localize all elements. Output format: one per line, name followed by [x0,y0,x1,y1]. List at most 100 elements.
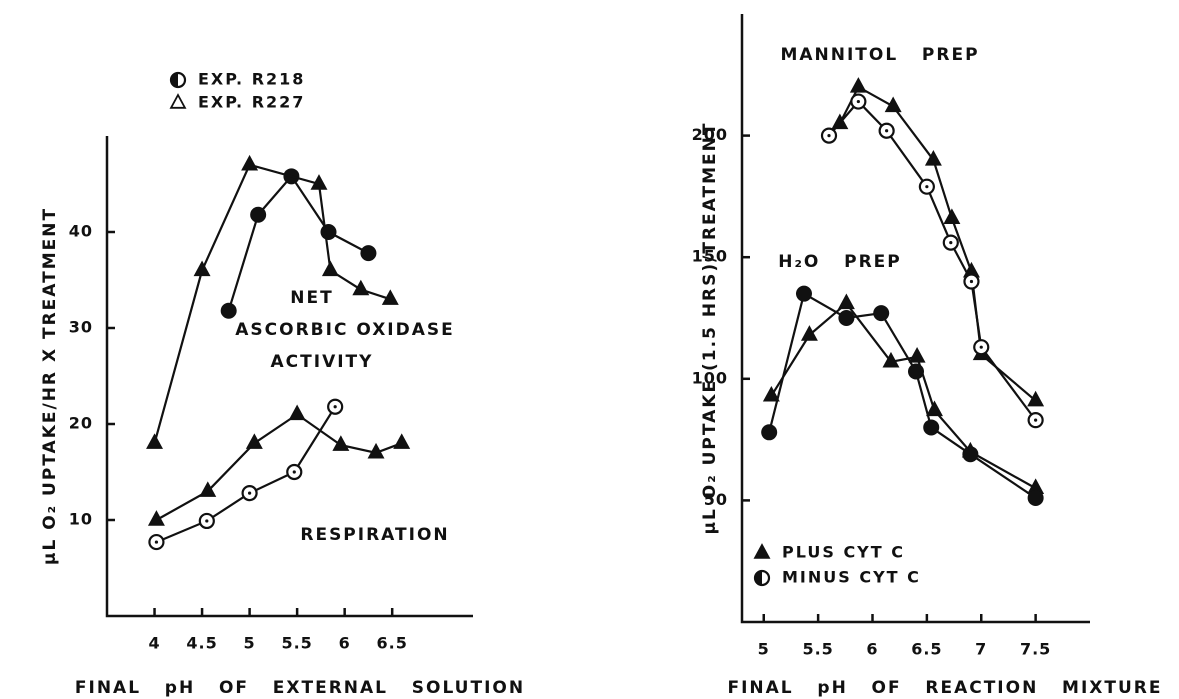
marker [1027,390,1045,407]
marker [310,174,328,190]
marker [352,279,370,296]
marker [146,433,164,449]
marker [837,293,855,310]
marker-shape [360,245,377,262]
marker-shape [969,279,974,284]
marker [908,363,924,380]
annotation: H₂O PREP [778,252,902,272]
marker-shape [873,305,890,322]
marker [923,419,940,436]
marker-shape [885,129,889,133]
series-line [155,413,403,521]
marker [795,285,812,302]
y-tick-label: 30 [69,318,93,337]
marker-shape [761,424,778,441]
y-axis-label: μL O₂ UPTAKE (1.5 HRS)/TREATMENT [700,122,720,535]
annotation: ACTIVITY [271,352,374,372]
y-tick-label: 50 [704,490,728,509]
marker [849,77,867,93]
marker [884,96,902,113]
marker [962,446,979,463]
marker [250,206,267,223]
y-tick-label: 10 [69,510,93,529]
marker [873,305,890,322]
marker-shape [923,419,940,436]
marker-shape [856,99,860,104]
marker [926,400,943,417]
marker [147,510,165,526]
marker [1027,412,1044,429]
marker-shape [949,241,953,245]
marker-shape [827,134,831,138]
marker [198,512,215,530]
marker-shape [220,302,237,319]
marker [963,273,980,290]
x-tick-label: 5 [758,640,770,659]
y-tick-label: 150 [692,247,728,266]
marker [850,93,867,110]
x-axis-label: FINAL pH OF EXTERNAL SOLUTION [75,678,525,698]
marker [286,463,303,481]
series-line [153,163,391,444]
series-line [838,85,1037,402]
marker [878,122,895,139]
y-axis-label: μL O₂ UPTAKE/HR X TREATMENT [40,207,60,565]
legend-marker [169,93,187,109]
x-tick-label: 6.5 [377,634,408,653]
marker [761,424,778,441]
marker [288,404,306,421]
marker-shape [205,519,209,523]
marker-shape [247,491,252,495]
annotation: RESPIRATION [300,525,449,545]
y-tick-label: 40 [69,222,93,241]
x-tick-label: 4.5 [186,634,217,653]
marker-shape [979,345,983,349]
marker-shape [755,571,762,585]
y-tick-label: 20 [69,414,93,433]
y-tick-label: 100 [692,368,728,387]
marker-shape [250,206,267,223]
marker [381,289,399,305]
x-tick-label: 5 [244,634,256,653]
marker-shape [1027,489,1044,506]
x-tick-label: 5.5 [802,640,833,659]
marker [1027,489,1044,506]
y-tick-label: 200 [692,125,728,144]
x-axis-label: FINAL pH OF REACTION MIXTURE [727,678,1162,698]
marker [241,154,259,171]
series-line [156,406,337,544]
marker-shape [962,446,979,463]
annotation: ASCORBIC OXIDASE [235,320,455,340]
marker-shape [925,185,929,189]
marker [393,433,411,449]
legend-label: PLUS CYT C [782,543,905,562]
annotation: MANNITOL PREP [780,45,979,65]
annotation: NET [290,288,333,308]
legend-label: MINUS CYT C [782,568,921,587]
marker [800,325,818,341]
legend-marker [753,543,771,559]
marker [327,398,344,415]
marker-shape [795,285,812,302]
marker [942,234,959,251]
marker [924,150,942,166]
marker [838,310,855,326]
marker-shape [1034,418,1038,422]
marker [321,260,339,277]
legend-label: EXP. R227 [198,93,305,112]
marker [943,208,961,224]
marker [332,435,350,451]
marker [199,481,217,497]
x-tick-label: 5.5 [281,634,312,653]
marker-shape [838,310,855,326]
x-tick-label: 7 [975,640,987,659]
legend-marker [753,569,771,587]
series-line [770,301,1037,490]
marker [918,178,935,195]
marker-shape [333,405,337,409]
marker [973,339,990,356]
marker [320,224,337,240]
legend-marker [169,71,187,89]
marker [241,485,258,502]
marker [360,245,377,262]
